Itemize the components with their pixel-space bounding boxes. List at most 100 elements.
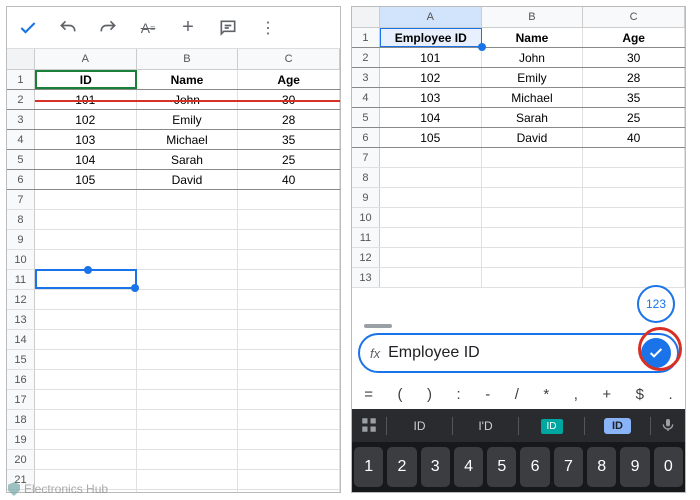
more-icon[interactable]: ⋮ [257, 17, 279, 39]
cell[interactable] [482, 188, 584, 207]
cell[interactable]: 101 [380, 48, 482, 67]
table-row[interactable]: 9 [352, 188, 685, 208]
symbol-key[interactable]: - [485, 386, 490, 403]
number-key[interactable]: 0 [654, 447, 683, 487]
row-number[interactable]: 6 [352, 128, 380, 147]
row-number[interactable]: 3 [7, 110, 35, 129]
confirm-icon[interactable] [17, 17, 39, 39]
cell[interactable] [35, 270, 137, 289]
table-row[interactable]: 6 105 David 40 [352, 128, 685, 148]
cell-a1[interactable]: ID [35, 70, 137, 89]
cell[interactable] [380, 248, 482, 267]
cell[interactable]: 105 [380, 128, 482, 147]
cell[interactable] [35, 350, 137, 369]
cell[interactable] [583, 268, 685, 287]
keyboard-grid-icon[interactable] [352, 416, 386, 437]
cell[interactable] [238, 430, 340, 449]
cell[interactable]: 104 [35, 150, 137, 169]
number-key[interactable]: 2 [387, 447, 416, 487]
col-header-c[interactable]: C [583, 7, 685, 27]
cell[interactable]: David [137, 170, 239, 189]
cell[interactable] [238, 230, 340, 249]
table-row[interactable]: 2 101 John 30 [352, 48, 685, 68]
table-row[interactable]: 12 [7, 290, 340, 310]
cell[interactable]: 30 [238, 90, 340, 109]
cell[interactable] [380, 168, 482, 187]
cell[interactable]: 102 [380, 68, 482, 87]
cell[interactable] [583, 148, 685, 167]
table-row[interactable]: 2 101 John 30 [7, 90, 340, 110]
table-row[interactable]: 11 [352, 228, 685, 248]
symbol-key[interactable]: $ [636, 386, 644, 403]
cell[interactable]: 102 [35, 110, 137, 129]
cell[interactable] [380, 208, 482, 227]
table-row[interactable]: 4 103 Michael 35 [7, 130, 340, 150]
symbol-key[interactable]: * [543, 386, 549, 403]
number-key[interactable]: 4 [454, 447, 483, 487]
table-row[interactable]: 8 [7, 210, 340, 230]
cell[interactable]: Michael [137, 130, 239, 149]
row-number[interactable]: 2 [7, 90, 35, 109]
row-number[interactable]: 1 [7, 70, 35, 89]
row-number[interactable]: 9 [352, 188, 380, 207]
suggestion[interactable]: ID [585, 418, 650, 434]
undo-icon[interactable] [57, 17, 79, 39]
cell[interactable]: 103 [380, 88, 482, 107]
cell[interactable] [137, 250, 239, 269]
cell[interactable]: 25 [238, 150, 340, 169]
cell[interactable]: 25 [583, 108, 685, 127]
symbol-key[interactable]: ( [398, 386, 403, 403]
col-header-a[interactable]: A [35, 49, 137, 69]
cell[interactable] [137, 190, 239, 209]
cell[interactable] [137, 350, 239, 369]
symbol-key[interactable]: + [602, 386, 611, 403]
cell[interactable]: Sarah [482, 108, 584, 127]
cell[interactable] [137, 330, 239, 349]
table-row[interactable]: 13 [7, 310, 340, 330]
table-row[interactable]: 20 [7, 450, 340, 470]
table-row[interactable]: 10 [7, 250, 340, 270]
cell[interactable] [482, 248, 584, 267]
symbol-key[interactable]: = [364, 386, 373, 403]
table-row[interactable]: 13 [352, 268, 685, 288]
table-row[interactable]: 6 105 David 40 [7, 170, 340, 190]
row-number[interactable]: 12 [7, 290, 35, 309]
table-row[interactable]: 14 [7, 330, 340, 350]
number-key[interactable]: 9 [620, 447, 649, 487]
cell[interactable] [35, 290, 137, 309]
row-number[interactable]: 8 [7, 210, 35, 229]
symbol-key[interactable]: ) [427, 386, 432, 403]
cell[interactable] [238, 370, 340, 389]
cell[interactable] [380, 268, 482, 287]
table-row[interactable]: 15 [7, 350, 340, 370]
cell[interactable] [137, 390, 239, 409]
suggestion[interactable]: I'D [453, 419, 518, 433]
cell[interactable] [482, 148, 584, 167]
row-number[interactable]: 7 [7, 190, 35, 209]
col-header-c[interactable]: C [238, 49, 340, 69]
table-row[interactable]: 3 102 Emily 28 [352, 68, 685, 88]
row-number[interactable]: 19 [7, 430, 35, 449]
cell[interactable] [238, 330, 340, 349]
row-number[interactable]: 11 [7, 270, 35, 289]
cell[interactable] [35, 410, 137, 429]
redo-icon[interactable] [97, 17, 119, 39]
row-number[interactable]: 10 [352, 208, 380, 227]
cell[interactable] [238, 210, 340, 229]
cell[interactable] [137, 230, 239, 249]
cell[interactable] [583, 188, 685, 207]
cell[interactable]: 40 [583, 128, 685, 147]
table-row[interactable]: 7 [352, 148, 685, 168]
cell[interactable]: 35 [583, 88, 685, 107]
select-all-corner[interactable] [352, 7, 380, 27]
row-number[interactable]: 3 [352, 68, 380, 87]
cell[interactable] [137, 290, 239, 309]
selection-handle[interactable] [478, 43, 486, 51]
cell[interactable] [583, 208, 685, 227]
cell[interactable] [482, 228, 584, 247]
right-grid[interactable]: A B C 1 Employee ID Name Age 2 101 John … [352, 7, 685, 288]
cell[interactable] [35, 210, 137, 229]
suggestion[interactable]: ID [519, 418, 584, 434]
cell-c1[interactable]: Age [238, 70, 340, 89]
cell[interactable] [35, 310, 137, 329]
